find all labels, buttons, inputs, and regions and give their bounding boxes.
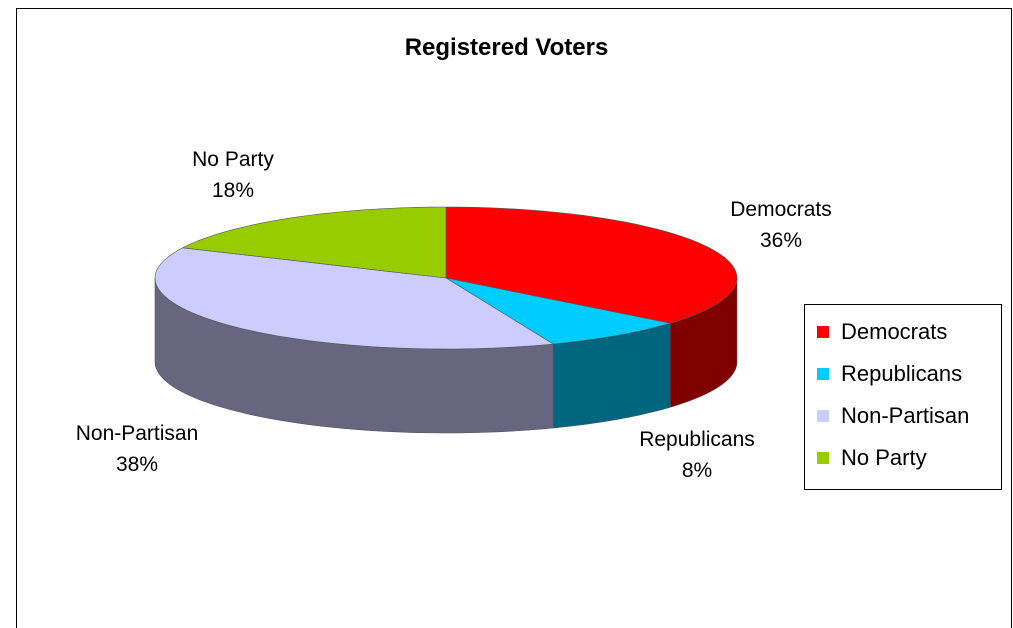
- label-republicans-value: 8%: [681, 459, 713, 482]
- chart-title: Registered Voters: [404, 34, 609, 61]
- legend-item-republicans: Republicans: [817, 359, 962, 389]
- label-democrats-name: Democrats: [730, 198, 832, 221]
- label-non-partisan-value: 38%: [115, 453, 159, 476]
- label-no-party-name: No Party: [192, 148, 274, 171]
- label-non-partisan-name: Non-Partisan: [75, 422, 199, 445]
- legend-label-no-party: No Party: [841, 445, 927, 470]
- legend-label-non-partisan: Non-Partisan: [841, 403, 970, 428]
- legend-swatch-democrats: [817, 326, 829, 338]
- legend-label-democrats: Democrats: [841, 319, 948, 344]
- label-no-party: No Party 18%: [158, 144, 308, 206]
- pie-slice-republicans: [445, 277, 671, 345]
- label-non-partisan: Non-Partisan 38%: [62, 418, 212, 480]
- legend-item-no-party: No Party: [817, 443, 927, 473]
- legend-swatch-republicans: [817, 368, 829, 380]
- pie-slice-democrats: [445, 206, 738, 324]
- legend: Democrats Republicans Non-Partisan No Pa…: [804, 304, 1002, 490]
- pie-slice-no-party: [181, 206, 447, 279]
- legend-item-democrats: Democrats: [817, 317, 947, 347]
- label-no-party-value: 18%: [211, 179, 255, 202]
- legend-label-republicans: Republicans: [841, 361, 963, 386]
- legend-swatch-non-partisan: [817, 410, 829, 422]
- label-democrats-value: 36%: [759, 229, 803, 252]
- pie-slice-non-partisan: [154, 247, 555, 350]
- legend-item-non-partisan: Non-Partisan: [817, 401, 969, 431]
- label-democrats: Democrats 36%: [706, 194, 856, 256]
- legend-swatch-no-party: [817, 452, 829, 464]
- label-republicans-name: Republicans: [639, 428, 755, 451]
- label-republicans: Republicans 8%: [622, 424, 772, 486]
